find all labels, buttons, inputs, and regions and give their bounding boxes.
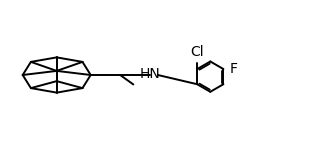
Text: HN: HN [139,67,160,81]
Text: F: F [230,62,237,76]
Text: Cl: Cl [190,45,204,59]
